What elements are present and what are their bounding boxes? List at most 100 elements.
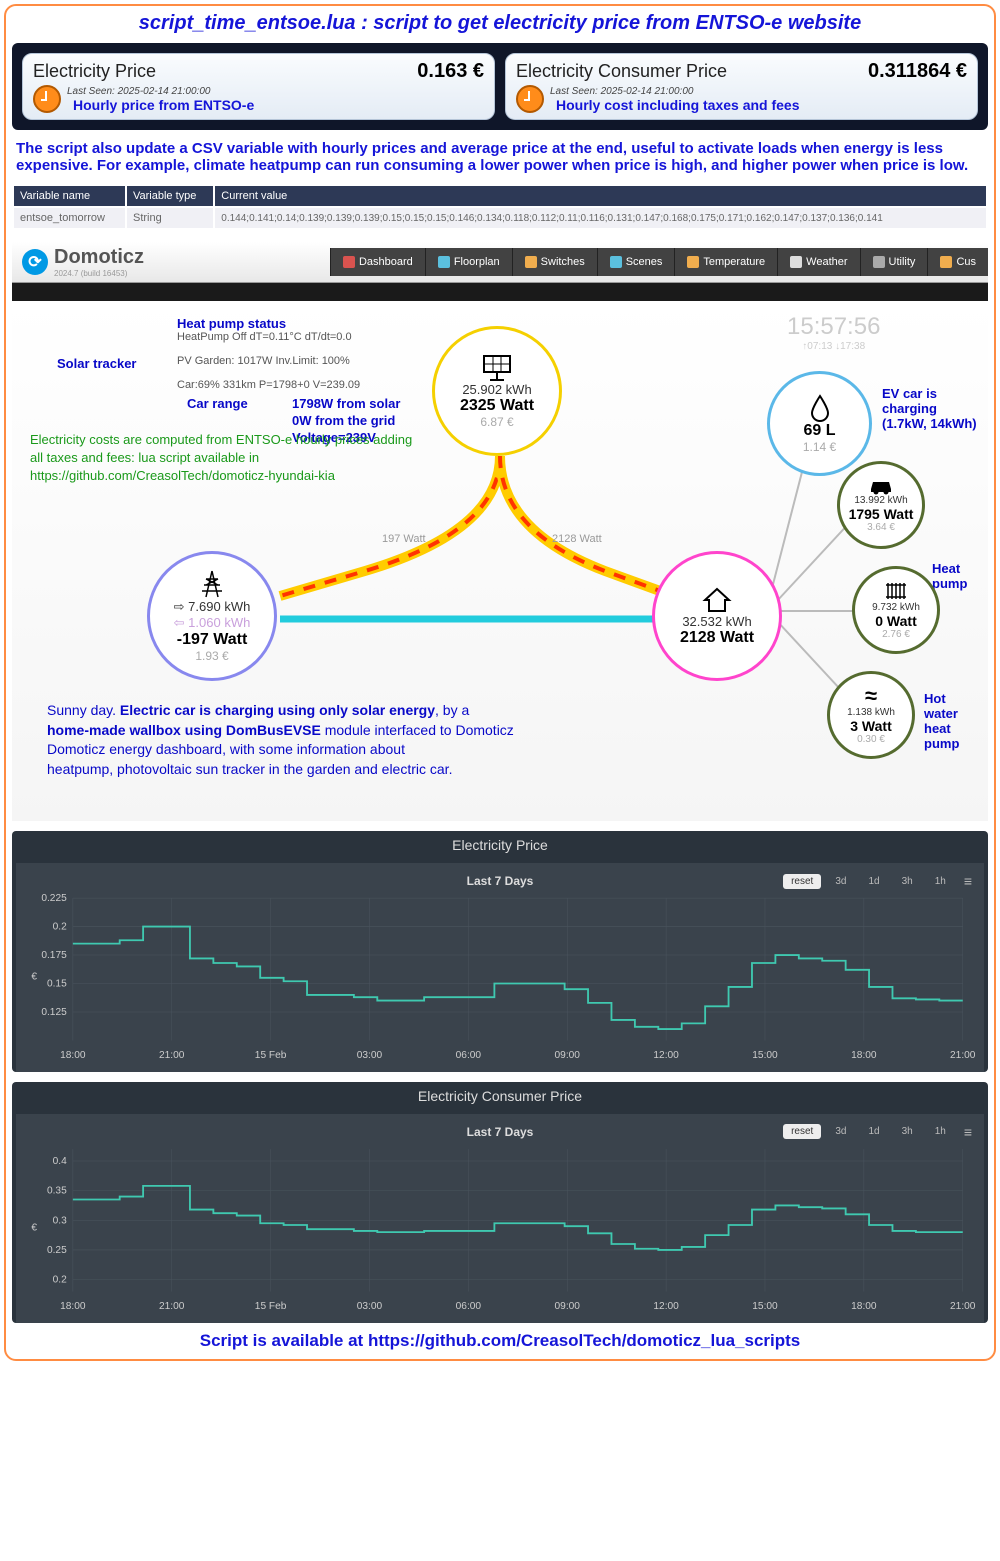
car-node[interactable]: 13.992 kWh 1795 Watt 3.64 € [837, 461, 925, 549]
price-widget-title: Electricity Price [33, 61, 156, 82]
consumer-chart: Electricity Consumer Price Last 7 Days r… [12, 1082, 988, 1323]
chart-btn-1d[interactable]: 1d [860, 1124, 887, 1139]
cell-vartype: String [127, 208, 213, 228]
anno-green-text: Electricity costs are computed from ENTS… [30, 431, 412, 486]
svg-text:18:00: 18:00 [60, 1050, 86, 1061]
clock-icon [516, 85, 544, 113]
th-vartype[interactable]: Variable type [127, 186, 213, 206]
heatpump-node[interactable]: 9.732 kWh 0 Watt 2.76 € [852, 566, 940, 654]
domoticz-logo[interactable]: ⟳ Domoticz 2024.7 (build 16453) [12, 242, 154, 282]
chart-btn-1h[interactable]: 1h [927, 1124, 954, 1139]
price-lastseen: Last Seen: 2025-02-14 21:00:00 [67, 86, 254, 97]
svg-text:03:00: 03:00 [357, 1050, 383, 1061]
svg-text:21:00: 21:00 [159, 1301, 185, 1312]
clock-icon [33, 85, 61, 113]
svg-text:0.35: 0.35 [47, 1186, 67, 1197]
tab-utility[interactable]: Utility [860, 248, 928, 276]
chart-menu-icon[interactable]: ≡ [964, 873, 972, 889]
svg-text:06:00: 06:00 [456, 1301, 482, 1312]
price-value: 0.163 € [417, 60, 484, 83]
svg-text:09:00: 09:00 [555, 1050, 581, 1061]
footer-link: Script is available at https://github.co… [12, 1331, 988, 1351]
waves-icon: ≈ [865, 685, 877, 707]
tab-scenes[interactable]: Scenes [597, 248, 675, 276]
flow-label-right: 2128 Watt [552, 533, 602, 545]
th-curvalue[interactable]: Current value [215, 186, 986, 206]
svg-text:0.175: 0.175 [41, 950, 67, 961]
anno-heatpump-detail: HeatPump Off dT=0.11°C dT/dt=0.0 [177, 331, 352, 343]
consumer-chart-title: Electricity Consumer Price [12, 1082, 988, 1110]
chart-btn-3h[interactable]: 3h [894, 874, 921, 889]
domoticz-name: Domoticz [54, 246, 144, 269]
chart-btn-1h[interactable]: 1h [927, 874, 954, 889]
tab-weather[interactable]: Weather [777, 248, 859, 276]
svg-text:18:00: 18:00 [851, 1301, 877, 1312]
chart-btn-3d[interactable]: 3d [827, 1124, 854, 1139]
dashboard-caption: Sunny day. Electric car is charging usin… [47, 701, 667, 779]
svg-text:0.2: 0.2 [53, 1275, 67, 1286]
svg-text:18:00: 18:00 [60, 1301, 86, 1312]
svg-text:0.225: 0.225 [41, 893, 67, 904]
tab-dashboard[interactable]: Dashboard [330, 248, 425, 276]
chart-period: Last 7 Days [467, 874, 534, 888]
consumer-widget-title: Electricity Consumer Price [516, 61, 727, 82]
anno-car-detail: Car:69% 331km P=1798+0 V=239.09 [177, 379, 360, 391]
svg-text:09:00: 09:00 [555, 1301, 581, 1312]
chart-btn-reset[interactable]: reset [783, 1124, 821, 1139]
svg-text:0.2: 0.2 [53, 922, 67, 933]
tab-switches[interactable]: Switches [512, 248, 597, 276]
chart-btn-3h[interactable]: 3h [894, 1124, 921, 1139]
cell-value: 0.144;0.141;0.14;0.139;0.139;0.139;0.15;… [215, 208, 986, 228]
pylon-icon [198, 569, 226, 599]
svg-text:12:00: 12:00 [653, 1050, 679, 1061]
chart-btn-3d[interactable]: 3d [827, 874, 854, 889]
anno-carrange: Car range [187, 396, 248, 411]
svg-text:18:00: 18:00 [851, 1050, 877, 1061]
svg-text:0.125: 0.125 [41, 1007, 67, 1018]
home-node[interactable]: 32.532 kWh 2128 Watt [652, 551, 782, 681]
svg-text:15 Feb: 15 Feb [255, 1050, 287, 1061]
price-widget[interactable]: Electricity Price 0.163 € Last Seen: 202… [22, 53, 495, 120]
chart-btn-1d[interactable]: 1d [860, 874, 887, 889]
page-title: script_time_entsoe.lua : script to get e… [12, 12, 988, 35]
svg-text:0.25: 0.25 [47, 1245, 67, 1256]
consumer-widget[interactable]: Electricity Consumer Price 0.311864 € La… [505, 53, 978, 120]
chart-btn-reset[interactable]: reset [783, 874, 821, 889]
table-row[interactable]: entsoe_tomorrow String 0.144;0.141;0.14;… [14, 208, 986, 228]
anno-solartracker: Solar tracker [57, 356, 137, 371]
chart-period: Last 7 Days [467, 1125, 534, 1139]
description: The script also update a CSV variable wi… [16, 140, 984, 174]
price-subtitle: Hourly price from ENTSO-e [73, 97, 254, 113]
tab-temperature[interactable]: Temperature [674, 248, 777, 276]
tab-floorplan[interactable]: Floorplan [425, 248, 512, 276]
hotwater-node[interactable]: ≈ 1.138 kWh 3 Watt 0.30 € [827, 671, 915, 759]
anno-heatpump-status: Heat pump status [177, 316, 286, 331]
solar-node[interactable]: 25.902 kWh 2325 Watt 6.87 € [432, 326, 562, 456]
svg-text:12:00: 12:00 [653, 1301, 679, 1312]
consumer-plot[interactable]: 0.20.250.30.350.418:0021:0015 Feb03:0006… [22, 1144, 978, 1317]
variable-table: Variable name Variable type Current valu… [12, 184, 988, 230]
domoticz-version: 2024.7 (build 16453) [54, 269, 144, 278]
solar-panel-icon [480, 354, 514, 382]
price-chart: Electricity Price Last 7 Days reset3d1d3… [12, 831, 988, 1072]
tab-cus[interactable]: Cus [927, 248, 988, 276]
svg-text:0.3: 0.3 [53, 1215, 67, 1226]
grid-node[interactable]: ⇨ 7.690 kWh ⇦ 1.060 kWh -197 Watt 1.93 € [147, 551, 277, 681]
nav-tabs: DashboardFloorplanSwitchesScenesTemperat… [330, 248, 988, 276]
domoticz-header: ⟳ Domoticz 2024.7 (build 16453) Dashboar… [12, 242, 988, 283]
consumer-value: 0.311864 € [868, 60, 967, 83]
svg-text:21:00: 21:00 [159, 1050, 185, 1061]
water-node[interactable]: 69 L 1.14 € [767, 371, 872, 476]
time-display: 15:57:56 ↑07:13 ↓17:38 [787, 313, 880, 352]
svg-text:06:00: 06:00 [456, 1050, 482, 1061]
home-icon [701, 586, 733, 614]
consumer-lastseen: Last Seen: 2025-02-14 21:00:00 [550, 86, 800, 97]
chart-menu-icon[interactable]: ≡ [964, 1124, 972, 1140]
svg-text:21:00: 21:00 [950, 1050, 976, 1061]
radiator-icon [884, 580, 908, 602]
th-varname[interactable]: Variable name [14, 186, 125, 206]
logo-icon: ⟳ [22, 249, 48, 275]
anno-pv-detail: PV Garden: 1017W Inv.Limit: 100% [177, 355, 350, 367]
svg-text:15:00: 15:00 [752, 1050, 778, 1061]
price-plot[interactable]: 0.1250.150.1750.20.22518:0021:0015 Feb03… [22, 893, 978, 1066]
